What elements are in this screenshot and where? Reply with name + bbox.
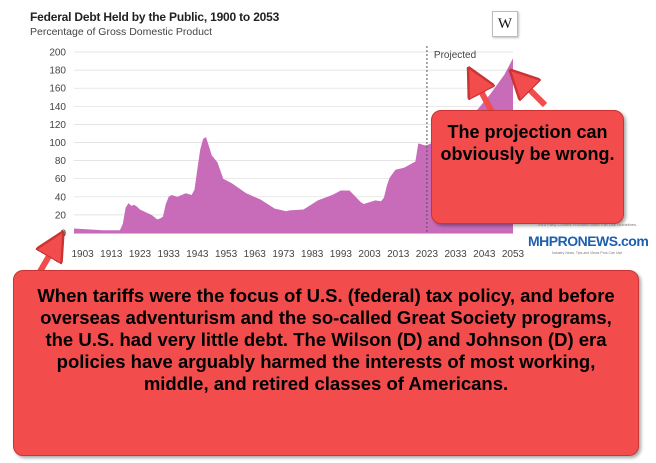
projection-marker: Projected bbox=[426, 46, 476, 233]
x-tick-label: 1993 bbox=[330, 249, 353, 260]
x-tick-label: 2023 bbox=[416, 249, 439, 260]
y-tick-label: 0 bbox=[60, 229, 66, 240]
y-axis: 0 20 40 60 80 100 120 140 160 180 200 bbox=[49, 48, 66, 240]
x-tick-label: 1933 bbox=[158, 249, 181, 260]
y-tick-label: 120 bbox=[49, 120, 66, 131]
mhpronews-watermark: Third Party Content Provided under Fair … bbox=[528, 220, 649, 270]
watermark-fair-use-text: Third Party Content Provided under Fair … bbox=[536, 222, 638, 227]
x-tick-label: 2043 bbox=[473, 249, 496, 260]
watermark-tagline: Industry News, Tips and Views Pros Can U… bbox=[551, 251, 623, 255]
arrow-to-projection bbox=[475, 80, 492, 114]
x-tick-label: 1903 bbox=[71, 249, 94, 260]
y-tick-label: 140 bbox=[49, 102, 66, 113]
x-tick-label: 1983 bbox=[301, 249, 324, 260]
x-tick-label: 2033 bbox=[444, 249, 467, 260]
y-tick-label: 60 bbox=[55, 174, 67, 185]
x-tick-label: 1943 bbox=[186, 249, 209, 260]
x-tick-label: 1913 bbox=[100, 249, 123, 260]
y-tick-label: 40 bbox=[55, 192, 67, 203]
y-tick-label: 180 bbox=[49, 66, 66, 77]
projection-label: Projected bbox=[434, 50, 476, 61]
callout-arrows bbox=[35, 80, 548, 277]
wikipedia-logo: W bbox=[492, 11, 518, 37]
y-tick-label: 20 bbox=[55, 210, 67, 221]
x-tick-label: 2003 bbox=[358, 249, 381, 260]
x-axis: 1903 1913 1923 1933 1943 1953 1963 1973 1983 1993… bbox=[71, 249, 524, 260]
x-tick-label: 1973 bbox=[272, 249, 295, 260]
x-tick-label: 1953 bbox=[215, 249, 238, 260]
x-tick-label: 1923 bbox=[129, 249, 152, 260]
history-callout: When tariffs were the focus of U.S. (fed… bbox=[13, 270, 639, 456]
y-tick-label: 200 bbox=[49, 48, 66, 59]
arrow-to-2053 bbox=[520, 80, 548, 108]
y-tick-label: 160 bbox=[49, 84, 66, 95]
projection-callout: The projection can obviously be wrong. bbox=[431, 110, 624, 224]
x-tick-label: 2053 bbox=[502, 249, 525, 260]
y-tick-label: 80 bbox=[55, 156, 67, 167]
x-tick-label: 1963 bbox=[244, 249, 267, 260]
arrow-to-1900 bbox=[35, 244, 56, 277]
chart-title: Federal Debt Held by the Public, 1900 to… bbox=[30, 10, 280, 24]
debt-area bbox=[74, 58, 513, 233]
area-series bbox=[74, 58, 513, 233]
x-tick-label: 2013 bbox=[387, 249, 410, 260]
mhpronews-logo: MHPRONEWS.com bbox=[528, 233, 649, 249]
y-tick-label: 100 bbox=[49, 138, 66, 149]
chart-subtitle: Percentage of Gross Domestic Product bbox=[30, 26, 213, 38]
